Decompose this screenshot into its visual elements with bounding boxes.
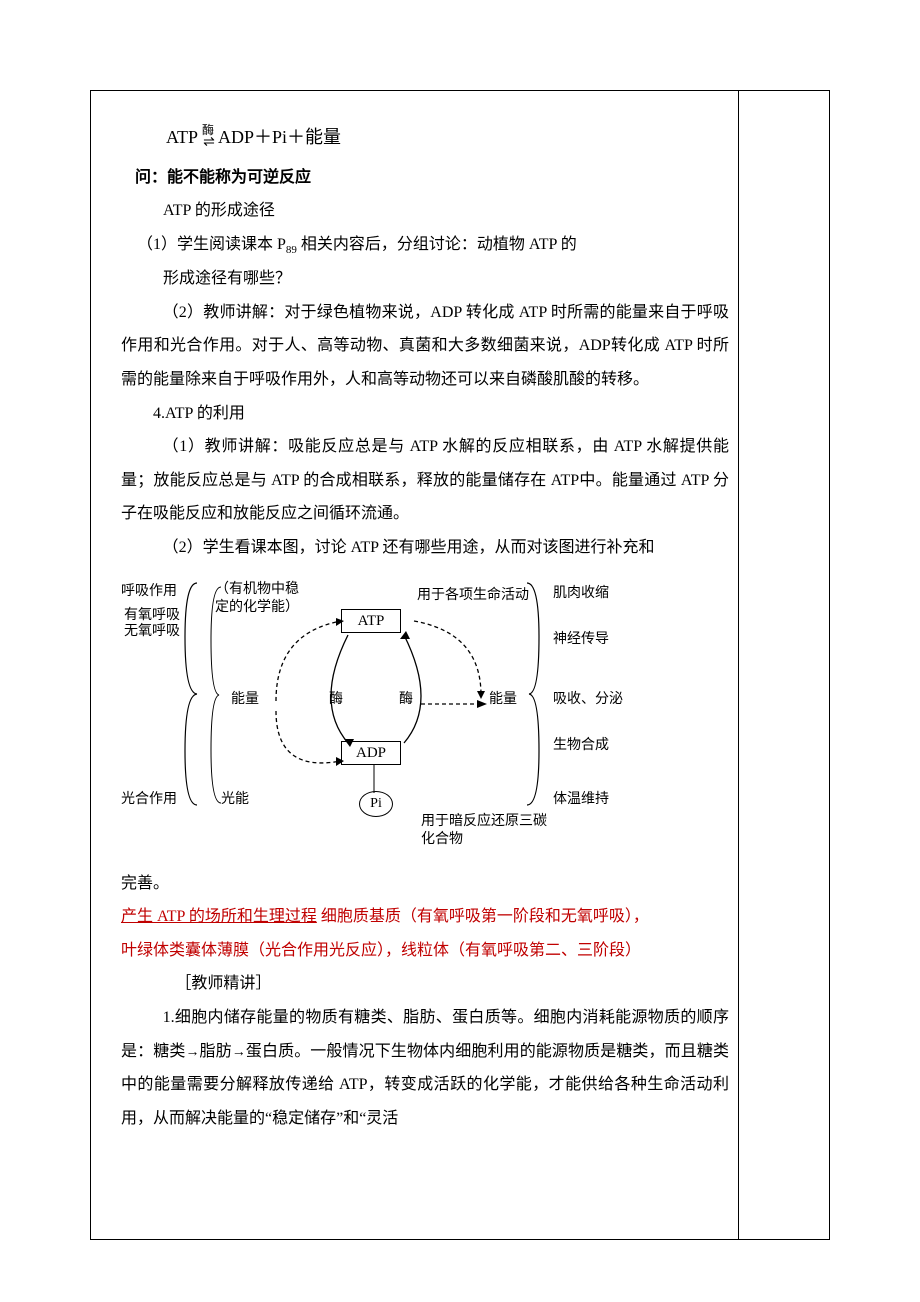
atp-formation-title: ATP 的形成途径 (163, 194, 729, 228)
diag-energy-right: 能量 (489, 691, 517, 709)
teacher-p1b: 脂肪 (199, 1043, 231, 1060)
diag-right-0: 肌肉收缩 (553, 585, 609, 603)
point1-prefix: （1）学生阅读课本 P (137, 236, 286, 253)
red-line1-b: 细胞质基质（有氧呼吸第一阶段和无氧呼吸）， (317, 908, 649, 925)
left-small-brace-icon (209, 585, 225, 805)
red-line2: 叶绿体类囊体薄膜（光合作用光反应），线粒体（有氧呼吸第二、三阶段） (121, 934, 729, 968)
diag-right-2: 吸收、分泌 (553, 691, 623, 709)
diag-organic1: （有机物中稳 (215, 581, 299, 599)
diag-enzyme2: 酶 (399, 691, 413, 709)
atp-formula: ATP 酶 ⇌ ADP＋Pi＋能量 (166, 119, 729, 157)
point1-rest: 相关内容后，分组讨论：动植物 ATP 的 (297, 236, 577, 253)
formula-right: ADP＋Pi＋能量 (218, 127, 341, 147)
arrow-icon-2: → (232, 1043, 246, 1059)
cycle-arrows-icon (266, 613, 496, 813)
teacher-heading: ［教师精讲］ (121, 967, 729, 1001)
red-line1: 产生 ATP 的场所和生理过程 细胞质基质（有氧呼吸第一阶段和无氧呼吸）， (121, 900, 729, 934)
diag-use-dark1: 用于暗反应还原三碳 (421, 813, 547, 831)
point1: （1）学生阅读课本 P89 相关内容后，分组讨论：动植物 ATP 的 (121, 228, 729, 262)
point2: （2）教师讲解：对于绿色植物来说，ADP 转化成 ATP 时所需的能量来自于呼吸… (121, 296, 729, 397)
diag-anaerobic: 无氧呼吸 (124, 623, 180, 641)
content-column: ATP 酶 ⇌ ADP＋Pi＋能量 问：能不能称为可逆反应 ATP 的形成途径 … (121, 119, 799, 1135)
section4-p2: （2）学生看课本图，讨论 ATP 还有哪些用途，从而对该图进行补充和 (121, 531, 729, 565)
diag-photo: 光合作用 (121, 791, 177, 809)
point1-line2: 形成途径有哪些？ (163, 262, 729, 296)
right-brace-icon (525, 581, 543, 807)
diag-use-life: 用于各项生命活动 (417, 587, 529, 605)
formula-arrow: 酶 ⇌ (202, 124, 214, 150)
after-diagram: 完善。 (121, 867, 729, 901)
point1-sub: 89 (286, 244, 297, 256)
formula-left: ATP (166, 127, 198, 147)
section4-p1: （1）教师讲解：吸能反应总是与 ATP 水解的反应相联系，由 ATP 水解提供能… (121, 430, 729, 531)
section4-title: 4.ATP 的利用 (121, 397, 729, 431)
reversible-arrow-icon: ⇌ (202, 136, 214, 150)
red-line1-a: 产生 ATP 的场所和生理过程 (121, 908, 317, 925)
dashed-arrow-icon (421, 698, 491, 710)
diag-light: 光能 (221, 791, 249, 809)
diag-right-1: 神经传导 (553, 631, 609, 649)
teacher-p1: 1.细胞内储存能量的物质有糖类、脂肪、蛋白质等。细胞内消耗能源物质的顺序是：糖类… (121, 1001, 729, 1135)
diag-enzyme1: 酶 (329, 691, 343, 709)
atp-cycle-diagram: 呼吸作用 有氧呼吸 无氧呼吸 光合作用 （有机物中稳 定的化学能） 光能 能量 … (121, 573, 681, 863)
diag-energy-left: 能量 (231, 691, 259, 709)
right-inner-brace-icon (545, 587, 557, 803)
diag-right-3: 生物合成 (553, 737, 609, 755)
diag-resp: 呼吸作用 (121, 583, 177, 601)
diag-right-4: 体温维持 (553, 791, 609, 809)
page-frame: ATP 酶 ⇌ ADP＋Pi＋能量 问：能不能称为可逆反应 ATP 的形成途径 … (90, 90, 830, 1240)
diag-use-dark2: 化合物 (421, 831, 463, 849)
left-brace-icon (183, 581, 205, 807)
question-line: 问：能不能称为可逆反应 (135, 161, 729, 195)
arrow-icon-1: → (185, 1043, 199, 1059)
